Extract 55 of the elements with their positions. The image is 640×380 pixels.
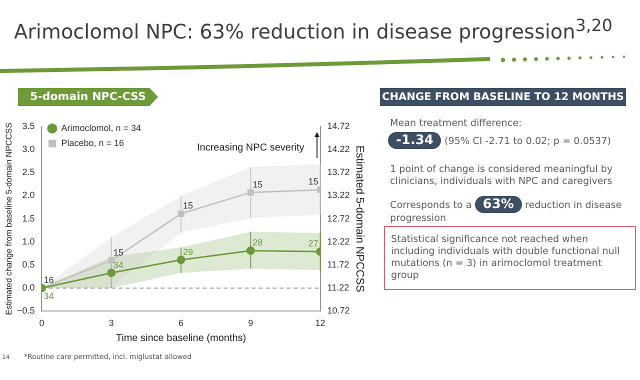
text: Statistical significance not reached when including individuals with double functional null mutations (n = 3) in arimoclomol treatment group [384, 226, 636, 290]
y2-tick-label: 12.22 [327, 236, 350, 246]
y2-tick-label: 14.22 [327, 144, 350, 154]
annotation: 28 [252, 238, 263, 248]
text: (95% CI -2.71 to 0.02; p = 0.0537) [444, 136, 611, 147]
annotation: 15 [113, 247, 124, 258]
y2-tick-label: 13.22 [327, 190, 350, 200]
text: 63% [474, 196, 522, 213]
annotation: 27 [308, 238, 318, 249]
annotation: 16 [44, 275, 54, 286]
annotation: 34 [44, 291, 54, 302]
x-tick-label: 6 [178, 318, 184, 328]
x-tick-label: 0 [39, 318, 44, 328]
y2-tick-label: 11.22 [327, 282, 350, 293]
text: CHANGE FROM BASELINE TO 12 MONTHS [380, 88, 626, 106]
y-tick-label: 1.5 [22, 213, 35, 224]
text: -1.34 [388, 132, 442, 149]
annotation: Increasing NPC severity [197, 142, 304, 154]
y-tick-label: 3.0 [22, 144, 35, 154]
text: 1 point of change is considered meaningful by clinicians, individuals with NPC and caregivers [390, 164, 614, 188]
legend-label: Placebo, n = 16 [61, 138, 124, 148]
y2-tick-label: 11.72 [327, 259, 350, 270]
text: Mean treatment difference: [390, 118, 522, 130]
y-tick-label: 2.0 [22, 190, 35, 200]
y2-tick-label: 12.72 [327, 213, 350, 224]
y2-tick-label: 13.72 [327, 167, 350, 178]
y2-tick-label: 10.72 [327, 306, 350, 316]
x-tick-label: 12 [315, 318, 326, 328]
chart-title: Arimoclomol NPC: 63% reduction in disease progression$^{3,20}$ [14, 16, 612, 44]
x-tick-label: 9 [248, 318, 254, 328]
text: Corresponds to a [390, 200, 472, 211]
y2-axis-title: Estimated 5-domain NPCCSS [353, 145, 366, 292]
y-tick-label: 3.5 [22, 120, 35, 131]
point [178, 210, 184, 217]
y-axis-title: Estimated change from baseline 5-domain NPCCSS [3, 122, 14, 315]
point [176, 256, 186, 264]
y-tick-label: 2.5 [22, 167, 35, 178]
point [107, 268, 116, 278]
annotation: 15 [252, 179, 263, 190]
y-tick-label: 0.5 [22, 259, 35, 270]
y2-tick-label: 14.72 [327, 120, 350, 131]
annotation: 15 [308, 176, 318, 187]
header-tab: 5-domain NPC-CSS [18, 88, 158, 106]
point [247, 189, 254, 196]
y-tick-label: −0.5 [16, 306, 35, 316]
y-tick-label: 1.0 [22, 236, 35, 246]
y-tick-label: 0.0 [22, 282, 35, 293]
annotation: 15 [183, 200, 194, 211]
x-tick-label: 3 [108, 318, 114, 328]
x-axis-title: Time since baseline (months) [116, 332, 246, 344]
annotation: 29 [183, 246, 194, 257]
point [108, 257, 115, 264]
annotation: 34 [113, 260, 124, 270]
point [246, 246, 255, 255]
legend-label: Arimoclomol, n = 34 [61, 122, 142, 133]
